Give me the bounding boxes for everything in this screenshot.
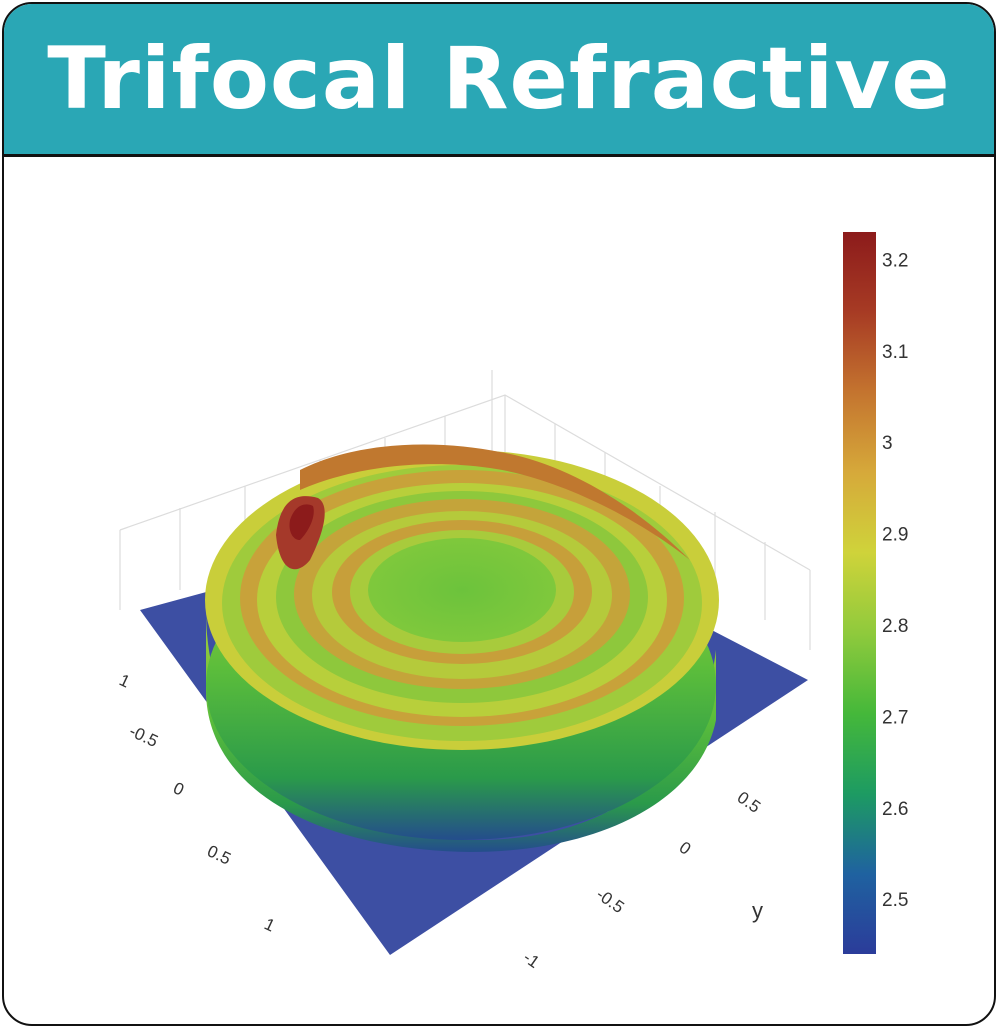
page-title: Trifocal Refractive — [47, 29, 951, 129]
header-bar: Trifocal Refractive — [4, 4, 994, 157]
